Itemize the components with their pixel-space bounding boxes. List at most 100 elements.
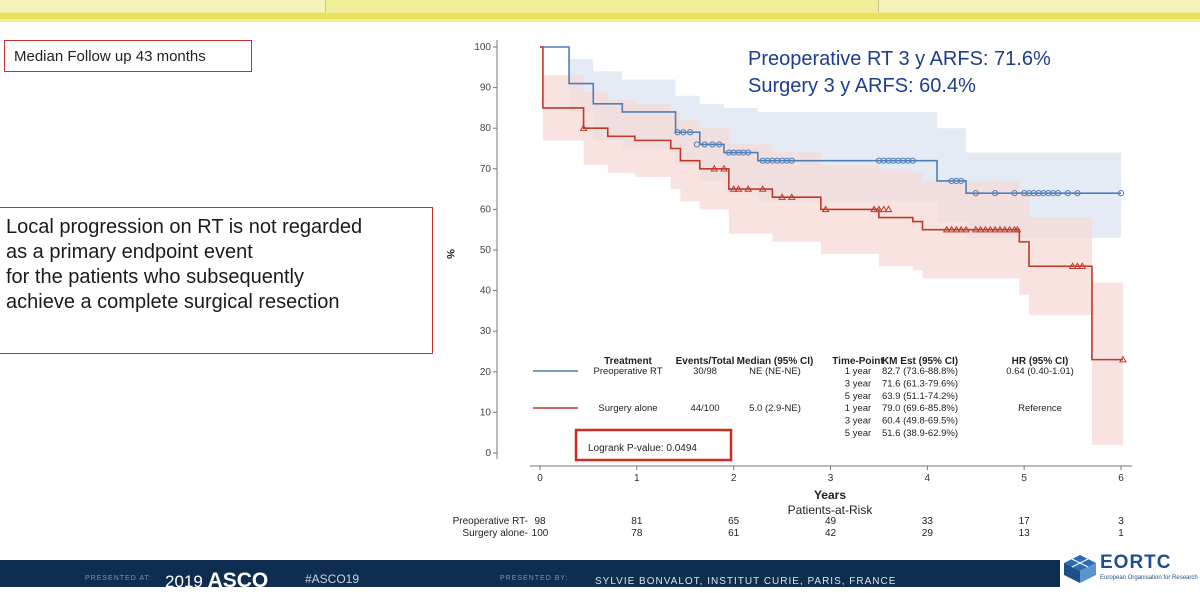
surgery-censor-mark — [710, 164, 719, 172]
y-tick-label: 40 — [480, 286, 492, 297]
legend-timepoint: 1 year — [845, 366, 871, 377]
legend-km-estimate: 51.6 (38.9-62.9%) — [882, 428, 958, 439]
x-tick-label: 0 — [537, 473, 543, 484]
x-tick-label: 1 — [634, 473, 640, 484]
asco-name: ASCO — [207, 569, 269, 592]
legend-header: Events/Total — [676, 356, 735, 367]
at-risk-value: 33 — [922, 516, 934, 527]
rt-censor-mark — [701, 141, 708, 148]
y-tick-label: 20 — [480, 367, 492, 378]
at-risk-title: Patients-at-Risk — [788, 503, 874, 517]
legend-km-estimate: 79.0 (69.6-85.8%) — [882, 403, 958, 414]
surgery-censor-mark — [821, 205, 830, 213]
at-risk-value: 42 — [825, 528, 837, 539]
rt-censor-mark — [680, 129, 687, 136]
surgery-censor-mark — [952, 225, 961, 233]
at-risk-value: 65 — [728, 516, 740, 527]
surgery-censor-mark — [1068, 262, 1077, 269]
rt-censor-mark — [709, 141, 716, 148]
legend-treatment: Preoperative RT — [594, 366, 663, 377]
surgery-censor-mark — [976, 225, 985, 233]
eortc-logo: EORTC European Organisation for Research — [1060, 550, 1200, 587]
surgery-censor-mark — [981, 225, 990, 233]
survival-curves — [540, 46, 1123, 361]
endpoint-note-line: for the patients who subsequently — [6, 266, 304, 288]
rt-censor-mark — [674, 129, 681, 136]
rt-censor-mark — [958, 177, 965, 185]
legend-hr: Reference — [1018, 403, 1062, 414]
top-banner-segment — [878, 0, 1200, 12]
y-tick-label: 80 — [480, 123, 492, 134]
legend-timepoint: 5 year — [845, 428, 871, 439]
hashtag: #ASCO19 — [305, 572, 360, 586]
at-risk-value: 1 — [1118, 528, 1124, 539]
arfs-rt-label: Preoperative RT 3 y ARFS: 71.6% — [748, 48, 1051, 70]
rt-censor-mark — [693, 141, 700, 148]
surgery-censor-mark — [991, 225, 999, 233]
legend-table: Treatment Events/Total Median (95% CI) Time… — [533, 356, 1074, 462]
y-tick-label: 10 — [480, 407, 492, 418]
endpoint-note-line: as a primary endpoint event — [6, 241, 253, 263]
cube-icon — [1064, 555, 1096, 583]
surgery-censor-mark — [947, 225, 956, 233]
legend-events: 30/98 — [693, 366, 717, 377]
at-risk-value: 13 — [1019, 528, 1031, 539]
surgery-censor-mark — [1073, 262, 1082, 269]
rt-censor-mark — [1054, 190, 1062, 197]
rt-censor-mark — [716, 141, 723, 148]
legend-km-estimate: 71.6 (61.3-79.6%) — [882, 379, 958, 390]
at-risk-value: 49 — [825, 516, 837, 527]
legend-timepoint: 5 year — [845, 391, 871, 402]
x-tick-label: 5 — [1021, 473, 1027, 484]
at-risk-value: 29 — [922, 528, 934, 539]
y-tick-label: 60 — [480, 204, 492, 215]
rt-survival-curve — [540, 46, 1121, 194]
rt-censor-mark — [1074, 190, 1081, 197]
follow-up-text: Median Follow up 43 months — [14, 48, 206, 65]
surgery-censor-mark — [720, 164, 728, 172]
surgery-confidence-band — [540, 47, 1123, 445]
y-tick-label: 30 — [480, 326, 492, 337]
rt-censor-mark — [1117, 190, 1125, 197]
endpoint-note-box: Local progression on RT is not regarded … — [0, 207, 433, 354]
confidence-bands — [540, 47, 1123, 445]
x-tick-label: 6 — [1118, 473, 1124, 484]
chart-axes: 0 10 20 30 40 50 60 70 80 90 100 0 1 2 3 4 5 6 Years% — [444, 40, 1132, 502]
rt-censor-mark — [972, 190, 979, 197]
logrank-highlight-box — [574, 428, 733, 462]
rt-censor-mark — [686, 129, 694, 136]
y-tick-label: 70 — [480, 164, 492, 175]
rt-censor-mark — [788, 157, 795, 164]
surgery-censor-mark — [729, 185, 738, 192]
surgery-censor-mark — [1078, 262, 1087, 269]
surgery-censor-mark — [734, 185, 743, 192]
eortc-subtitle: European Organisation for Research — [1100, 575, 1198, 581]
surgery-censor-mark — [744, 185, 753, 192]
surgery-censor-mark — [579, 124, 588, 131]
y-axis-title: % — [444, 249, 456, 259]
at-risk-value: 3 — [1118, 516, 1124, 527]
surgery-censor-mark — [962, 225, 970, 233]
legend-treatment: Surgery alone — [598, 403, 657, 414]
legend-median: NE (NE-NE) — [749, 366, 801, 377]
legend-header: KM Est (95% CI) — [882, 356, 958, 367]
y-tick-label: 100 — [474, 42, 491, 53]
at-risk-value: 100 — [532, 528, 549, 539]
rt-censor-mark — [745, 149, 752, 156]
rt-censor-mark — [1011, 190, 1018, 197]
legend-events: 44/100 — [690, 403, 719, 414]
top-banner-segment — [0, 0, 326, 12]
asco-logo: 2019 ASCO — [165, 569, 268, 593]
legend-timepoint: 1 year — [845, 403, 871, 414]
at-risk-value: 81 — [631, 516, 643, 527]
top-banner — [0, 0, 1200, 22]
legend-header: HR (95% CI) — [1012, 356, 1069, 367]
surgery-censor-mark — [875, 205, 883, 213]
x-tick-label: 2 — [731, 473, 737, 484]
at-risk-value: 17 — [1019, 516, 1031, 527]
surgery-censor-mark — [758, 185, 767, 192]
at-risk-table: Patients-at-Risk Preoperative RT- 98 81 65 49… — [453, 503, 1125, 539]
censor-marks — [579, 124, 1127, 363]
surgery-censor-mark — [884, 205, 893, 213]
rt-censor-mark — [1064, 190, 1071, 197]
